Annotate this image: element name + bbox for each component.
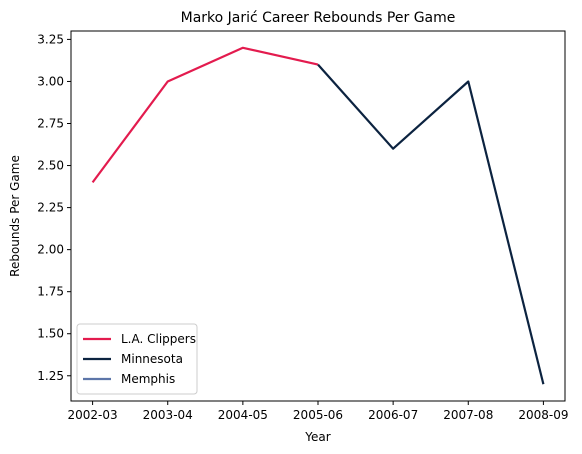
y-tick-label: 2.00: [37, 243, 64, 257]
y-axis-title: Rebounds Per Game: [8, 155, 22, 277]
chart-title: Marko Jarić Career Rebounds Per Game: [181, 10, 456, 26]
y-tick-label: 2.25: [37, 201, 64, 215]
x-tick-label: 2004-05: [218, 408, 268, 422]
x-axis-title: Year: [304, 430, 330, 444]
x-tick-label: 2008-09: [518, 408, 568, 422]
y-tick-label: 1.25: [37, 369, 64, 383]
y-tick-label: 2.75: [37, 117, 64, 131]
y-tick-label: 2.50: [37, 159, 64, 173]
y-tick-label: 1.50: [37, 327, 64, 341]
series-line-0: [91, 46, 319, 184]
series-line-1: [317, 63, 545, 385]
x-tick-label: 2005-06: [293, 408, 343, 422]
x-tick-label: 2003-04: [143, 408, 193, 422]
plot-area: 2002-03 2003-04 2004-05 2005-06 2006-07 2007-…: [37, 30, 568, 422]
x-tick-label: 2007-08: [443, 408, 493, 422]
legend: L.A. Clippers Minnesota Memphis: [76, 323, 198, 395]
y-tick-label: 3.25: [37, 32, 64, 46]
y-tick-label: 3.00: [37, 74, 64, 88]
legend-box: [76, 323, 198, 395]
x-tick-label: 2006-07: [368, 408, 418, 422]
legend-label-2: Memphis: [121, 372, 175, 386]
legend-label-1: Minnesota: [121, 352, 183, 366]
y-tick-label: 1.75: [37, 285, 64, 299]
x-tick-label: 2002-03: [68, 408, 118, 422]
legend-label-0: L.A. Clippers: [121, 332, 196, 346]
